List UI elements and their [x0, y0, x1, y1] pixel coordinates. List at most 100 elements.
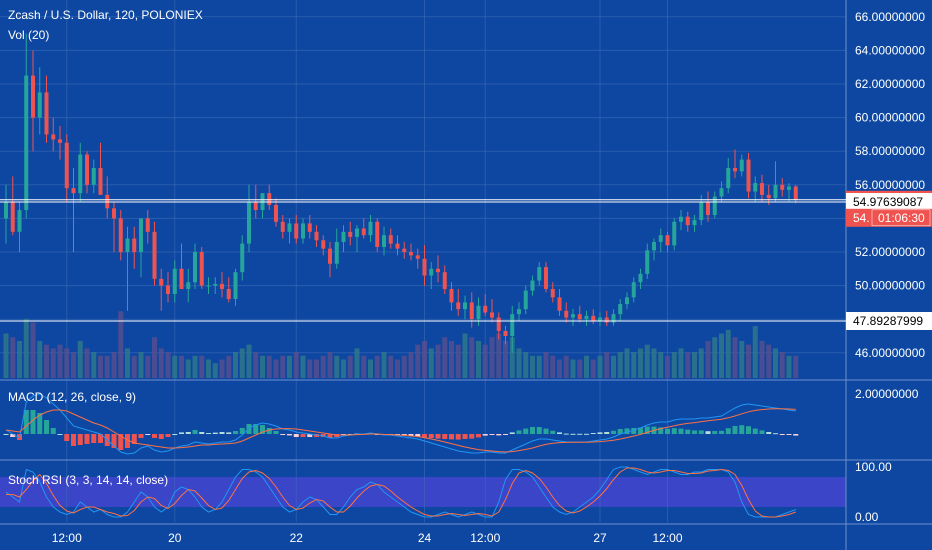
macd-histogram-bar: [658, 427, 664, 434]
candle: [37, 92, 42, 118]
stoch-rsi-label: Stoch RSI (3, 3, 14, 14, close): [8, 473, 168, 487]
macd-histogram-bar: [509, 432, 515, 434]
candle: [24, 75, 29, 210]
candle: [780, 184, 785, 190]
volume-bar: [563, 355, 569, 378]
candle: [739, 159, 744, 172]
macd-histogram-bar: [280, 434, 286, 435]
macd-histogram-bar: [334, 434, 340, 437]
volume-bar: [131, 355, 137, 378]
macd-histogram-bar: [71, 434, 76, 446]
price-tag-label: 54.97639087: [853, 195, 923, 209]
candle: [584, 315, 589, 320]
candle: [267, 193, 272, 205]
macd-histogram-bar: [766, 432, 772, 434]
candle: [463, 302, 467, 310]
volume-label: Vol (20): [8, 28, 49, 42]
x-tick-label: 24: [418, 531, 432, 545]
macd-histogram-bar: [10, 434, 16, 437]
volume-bar: [638, 348, 643, 378]
candle: [436, 268, 440, 273]
volume-bar: [226, 355, 232, 378]
candle: [712, 196, 717, 216]
macd-histogram-bar: [543, 428, 549, 434]
price-tick-label: 46.00000000: [855, 346, 925, 360]
candle: [733, 168, 737, 172]
candle: [247, 201, 251, 244]
price-tick-label: 66.00000000: [855, 10, 925, 24]
macd-histogram-bar: [253, 424, 259, 434]
candle: [625, 297, 629, 305]
volume-bar: [37, 340, 43, 378]
candle: [368, 221, 373, 236]
candle: [544, 267, 548, 289]
volume-bar: [752, 326, 758, 378]
macd-histogram-bar: [590, 433, 596, 434]
volume-bar: [361, 355, 367, 378]
candle: [287, 223, 292, 232]
x-tick-label: 12:00: [470, 531, 500, 545]
macd-histogram-bar: [260, 425, 265, 434]
macd-histogram-bar: [428, 434, 434, 438]
macd-histogram-bar: [698, 430, 704, 434]
volume-bar: [77, 340, 83, 378]
macd-histogram-bar: [449, 434, 454, 440]
volume-bar: [746, 344, 751, 378]
volume-bar: [442, 337, 448, 378]
volume-bar: [260, 355, 265, 378]
macd-histogram-bar: [476, 434, 481, 438]
candle: [550, 288, 555, 298]
volume-bar: [239, 348, 245, 378]
volume-bar: [644, 344, 650, 378]
stoch-d-line: [6, 467, 796, 518]
macd-line: [5, 393, 796, 455]
volume-bar: [307, 359, 313, 378]
macd-histogram-bar: [287, 434, 292, 436]
candle: [4, 201, 8, 219]
candle: [139, 218, 143, 252]
candle: [402, 248, 407, 252]
macd-tick-label: 2.00000000: [855, 387, 919, 401]
candle: [658, 235, 663, 242]
candle: [395, 243, 400, 249]
macd-histogram-bar: [773, 433, 778, 435]
candle: [112, 208, 116, 219]
price-tick-label: 56.00000000: [855, 178, 925, 192]
candle: [706, 201, 710, 216]
volume-bar: [253, 352, 259, 378]
candle: [422, 258, 427, 276]
macd-histogram-bar: [665, 428, 670, 434]
macd-histogram-bar: [739, 425, 745, 434]
volume-bar: [503, 340, 508, 378]
macd-histogram-bar: [158, 434, 164, 439]
volume-bar: [185, 359, 191, 378]
volume-bar: [158, 348, 164, 378]
volume-bar: [786, 355, 792, 378]
macd-histogram-bar: [179, 432, 184, 434]
macd-histogram-bar: [435, 434, 441, 439]
macd-histogram-bar: [725, 428, 731, 434]
volume-bar: [523, 352, 529, 378]
macd-histogram-bar: [91, 434, 97, 443]
volume-bar: [98, 355, 103, 378]
macd-histogram-bar: [536, 427, 542, 434]
candle: [645, 250, 650, 274]
candle: [233, 272, 238, 300]
volume-bar: [597, 355, 603, 378]
volume-bar: [50, 348, 56, 378]
candle: [294, 223, 299, 239]
macd-histogram-bar: [165, 434, 171, 437]
macd-histogram-bar: [516, 430, 522, 434]
macd-histogram-bar: [685, 429, 691, 434]
price-tick-label: 50.00000000: [855, 279, 925, 293]
candle: [517, 309, 521, 315]
macd-histogram-bar: [111, 434, 117, 448]
volume-bar: [476, 340, 481, 378]
volume-bar: [455, 344, 461, 378]
macd-histogram-bar: [415, 434, 421, 437]
candle: [510, 314, 515, 336]
volume-bar: [428, 348, 434, 378]
volume-bar: [23, 318, 29, 378]
candle: [31, 75, 35, 118]
